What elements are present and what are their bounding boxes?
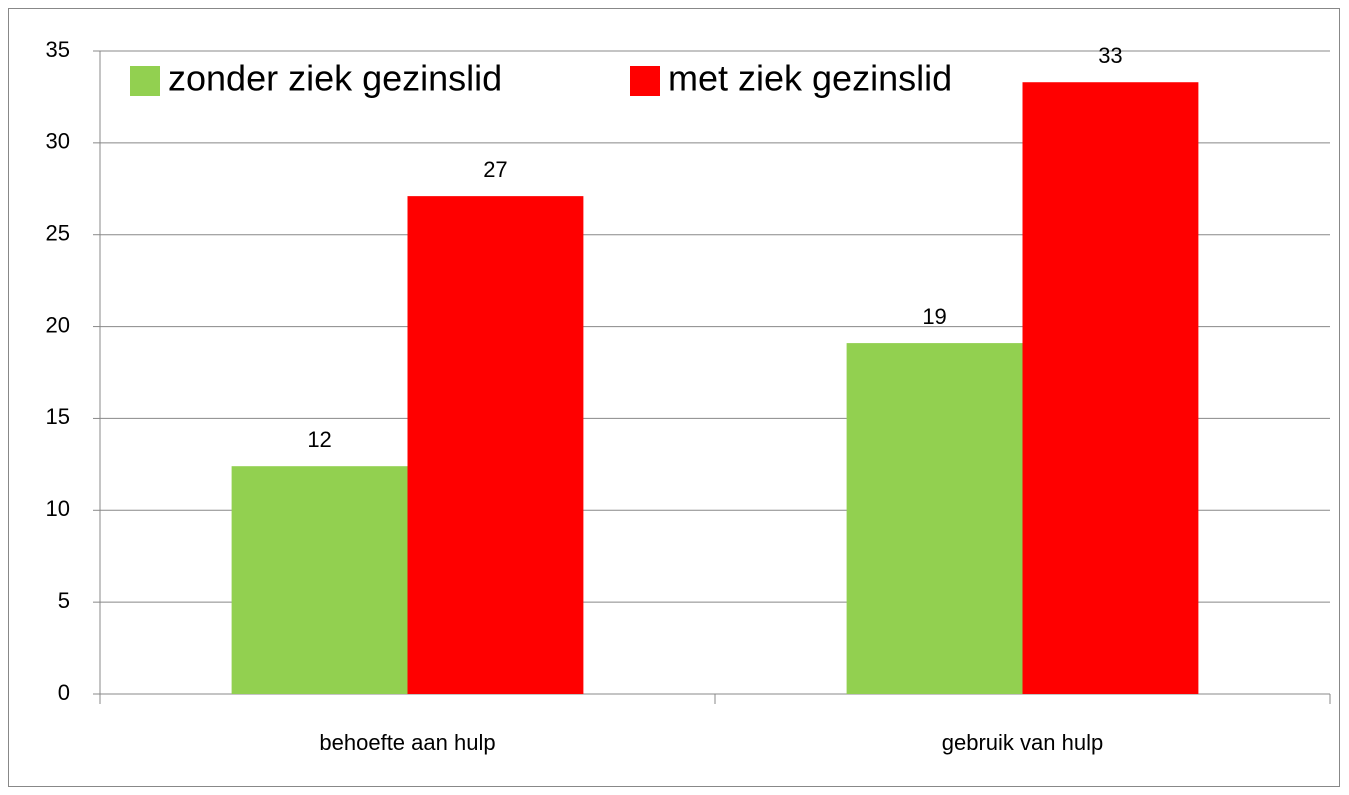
- y-tick-label: 5: [58, 588, 70, 613]
- x-tick-label: behoefte aan hulp: [319, 730, 495, 755]
- y-tick-label: 0: [58, 680, 70, 705]
- bar: [231, 466, 408, 694]
- y-tick-label: 10: [46, 496, 70, 521]
- bar: [1022, 82, 1199, 694]
- bar: [407, 196, 584, 695]
- y-tick-label: 35: [46, 37, 70, 62]
- y-tick-label: 20: [46, 312, 70, 337]
- bar: [846, 343, 1023, 694]
- x-tick-label: gebruik van hulp: [942, 730, 1103, 755]
- value-label: 19: [922, 304, 946, 329]
- y-tick-label: 25: [46, 221, 70, 246]
- legend-text: met ziek gezinslid: [668, 58, 952, 99]
- legend-text: zonder ziek gezinslid: [168, 58, 502, 99]
- value-label: 12: [307, 427, 331, 452]
- legend-swatch: [130, 66, 160, 96]
- legend-swatch: [630, 66, 660, 96]
- y-tick-label: 15: [46, 404, 70, 429]
- value-label: 27: [483, 157, 507, 182]
- value-label: 33: [1098, 43, 1122, 68]
- y-tick-label: 30: [46, 129, 70, 154]
